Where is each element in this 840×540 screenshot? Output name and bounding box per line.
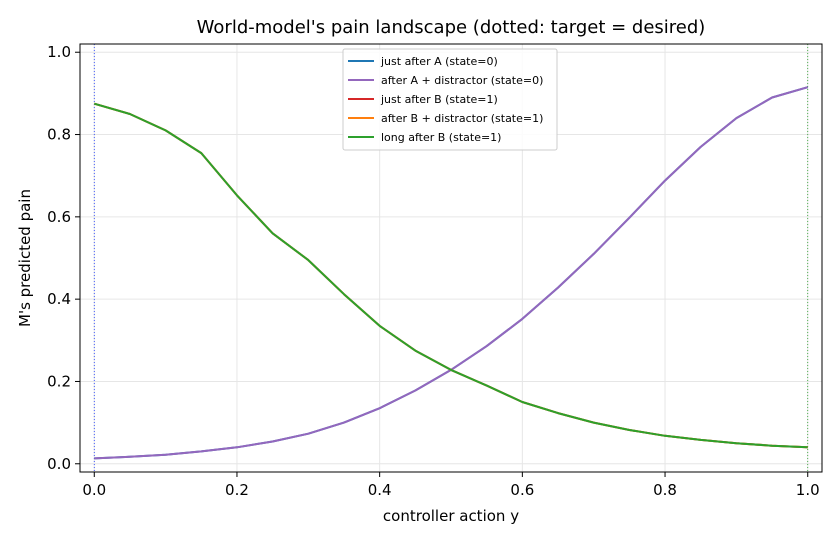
- y-tick-label: 0.2: [47, 372, 71, 390]
- legend-entry: long after B (state=1): [381, 131, 501, 144]
- y-axis: 0.0 0.2 0.4 0.6 0.8 1.0: [47, 43, 80, 473]
- target-lines: [93, 44, 809, 472]
- x-tick-label: 1.0: [796, 481, 820, 499]
- x-axis-label: controller action y: [383, 507, 519, 525]
- legend-entry: after A + distractor (state=0): [381, 74, 543, 87]
- legend: just after A (state=0) after A + distract…: [342, 48, 558, 151]
- y-tick-label: 0.6: [47, 208, 71, 226]
- y-axis-label: M's predicted pain: [16, 189, 34, 327]
- legend-entry: after B + distractor (state=1): [381, 112, 543, 125]
- y-tick-label: 0.0: [47, 455, 71, 473]
- x-tick-label: 0.6: [510, 481, 534, 499]
- y-tick-label: 1.0: [47, 43, 71, 61]
- series-line: [94, 102, 808, 449]
- legend-entry: just after B (state=1): [380, 93, 498, 106]
- x-tick-label: 0.8: [653, 481, 677, 499]
- x-tick-label: 0.0: [82, 481, 106, 499]
- chart-title: World-model's pain landscape (dotted: ta…: [197, 17, 706, 38]
- x-tick-label: 0.2: [225, 481, 249, 499]
- y-tick-label: 0.8: [47, 126, 71, 144]
- legend-entry: just after A (state=0): [380, 55, 498, 68]
- series-lines: [94, 86, 808, 460]
- legend-box: [342, 48, 558, 151]
- x-axis: 0.0 0.2 0.4 0.6 0.8 1.0: [82, 472, 820, 499]
- x-tick-label: 0.4: [368, 481, 392, 499]
- y-tick-label: 0.4: [47, 290, 71, 308]
- plot-frame: [79, 43, 823, 473]
